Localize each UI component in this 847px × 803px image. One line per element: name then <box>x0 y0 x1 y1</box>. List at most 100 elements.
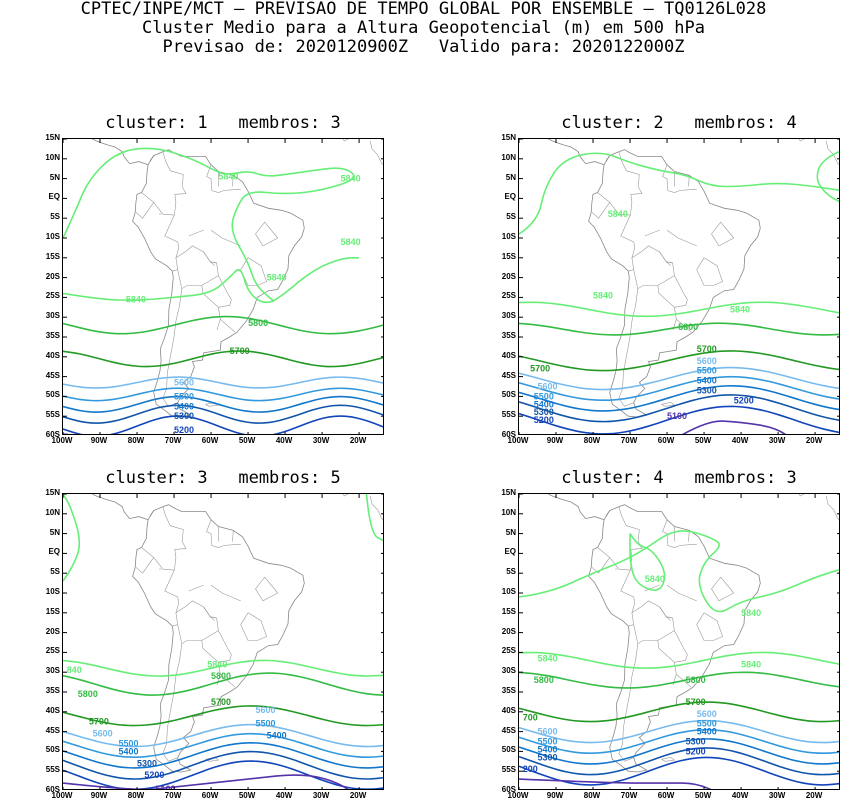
contour-5800 <box>519 322 839 336</box>
lon-tick-label: 90W <box>90 791 108 800</box>
panel-title: cluster: 3 membros: 5 <box>105 468 341 488</box>
lat-tick-label: 15S <box>45 251 60 261</box>
lat-tick-label: 15N <box>45 488 60 497</box>
contour-label: 5400 <box>267 731 287 741</box>
contour-label: 5400 <box>174 401 194 411</box>
lat-tick-label: 15S <box>501 251 516 261</box>
contour-5840 <box>63 494 81 582</box>
contour-label: 5500 <box>697 366 717 376</box>
lon-tick-label: 100W <box>51 791 73 800</box>
country-border <box>164 214 180 272</box>
contour-5840 <box>63 257 360 304</box>
lat-tick-label: 50S <box>501 745 516 755</box>
country-border <box>162 643 183 762</box>
country-border <box>644 229 660 237</box>
contour-5200 <box>519 756 839 786</box>
lat-tick-label: 30S <box>501 666 516 676</box>
country-border <box>210 616 215 621</box>
main-title: CPTEC/INPE/MCT — PREVISAO DE TEMPO GLOBA… <box>80 0 767 19</box>
contour-label: 5800 <box>211 671 231 681</box>
lat-tick-label: 40S <box>45 350 60 360</box>
country-border <box>141 151 187 216</box>
lat-tick-label: 60S <box>501 430 516 439</box>
contour-label: 5840 <box>741 659 761 669</box>
coastline <box>547 139 605 166</box>
contour-label: 5840 <box>126 294 146 304</box>
country-border <box>666 261 671 266</box>
contour-label: 5300 <box>174 411 194 421</box>
contour-label: 5500 <box>119 739 139 749</box>
country-border <box>662 519 697 548</box>
contour-label: 5840 <box>593 290 613 300</box>
coastline <box>605 510 611 517</box>
contour-5600 <box>519 719 839 744</box>
country-border <box>666 229 697 247</box>
lat-tick-label: 15S <box>501 606 516 616</box>
lon-tick-label: 70W <box>164 436 182 445</box>
lat-tick-label: 25S <box>501 291 516 301</box>
cluster-map-4: 5840 5840 5840 5840 5800 5800 700 5700 5600 5600 5… <box>518 493 840 790</box>
contour-label: 700 <box>523 713 538 723</box>
lat-tick-label: 35S <box>45 331 60 340</box>
contour-label: 5500 <box>534 391 554 401</box>
lon-tick-label: 70W <box>620 791 638 800</box>
contour-5700 <box>63 705 383 727</box>
lat-tick-label: 25S <box>501 646 516 656</box>
cluster-map-3: 840 5840 5800 5800 5700 5700 5600 5600 5500 5500 5… <box>62 493 384 790</box>
country-border <box>203 251 217 264</box>
contour-label: 5840 <box>341 174 361 184</box>
subtitle-dates: Previsao de: 2020120900Z Valido para: 20… <box>162 37 685 57</box>
map-canvas: 5840 5840 5840 5840 5840 5800 5700 5600 55005400… <box>63 139 383 434</box>
country-border <box>659 606 673 619</box>
contour-5840 <box>519 651 839 669</box>
coastline <box>91 494 149 521</box>
lon-tick-label: 70W <box>164 791 182 800</box>
contour-label: 5400 <box>534 399 554 409</box>
country-border <box>175 600 219 645</box>
contour-label: 840 <box>67 665 82 675</box>
lat-tick-label: 40S <box>45 705 60 715</box>
contour-label: 5100 <box>667 411 687 421</box>
lat-tick-label: 10S <box>45 232 60 241</box>
lat-tick-label: 5S <box>50 212 60 222</box>
country-border <box>620 214 636 272</box>
contour-5300 <box>519 394 839 423</box>
lon-tick-label: 50W <box>694 436 712 445</box>
lat-tick-label: 55S <box>45 765 60 775</box>
lat-tick-label: 15N <box>501 488 516 497</box>
lat-tick-label: 10N <box>45 152 60 162</box>
lon-tick-label: 90W <box>90 436 108 445</box>
contour-5300 <box>519 747 839 776</box>
contour-label: 5840 <box>645 574 665 584</box>
lat-tick-label: EQ <box>48 192 60 202</box>
contour-label: 5700 <box>697 344 717 354</box>
lat-tick-label: 40S <box>501 350 516 360</box>
contour-5400 <box>519 385 839 412</box>
lat-tick-label: 10N <box>501 507 516 517</box>
contour-label: 5100 <box>156 784 176 790</box>
lat-tick-label: 55S <box>45 410 60 420</box>
map-canvas: 5840584058405800570057005600560055005500… <box>519 139 839 434</box>
contour-5500 <box>63 732 383 759</box>
lat-tick-label: 5N <box>49 527 60 537</box>
coastline <box>91 139 149 166</box>
lat-tick-label: EQ <box>504 547 516 557</box>
coastline <box>838 498 839 500</box>
contour-5840 <box>519 152 839 235</box>
lon-tick-label: 20W <box>349 436 367 445</box>
lon-tick-label: 80W <box>127 436 145 445</box>
country-border <box>141 506 187 571</box>
lon-tick-label: 60W <box>657 436 675 445</box>
contour-5700 <box>519 350 839 372</box>
country-border <box>175 245 219 290</box>
coastline <box>588 504 761 773</box>
lat-tick-label: 5N <box>505 172 516 182</box>
country-border <box>203 606 217 619</box>
country-border <box>711 221 734 247</box>
contour-label: 5300 <box>538 752 558 762</box>
lon-tick-label: 40W <box>275 436 293 445</box>
contour-label: 5840 <box>538 653 558 663</box>
lon-tick-label: 30W <box>312 791 330 800</box>
lat-tick-label: 30S <box>501 311 516 321</box>
contour-5840 <box>63 659 383 677</box>
